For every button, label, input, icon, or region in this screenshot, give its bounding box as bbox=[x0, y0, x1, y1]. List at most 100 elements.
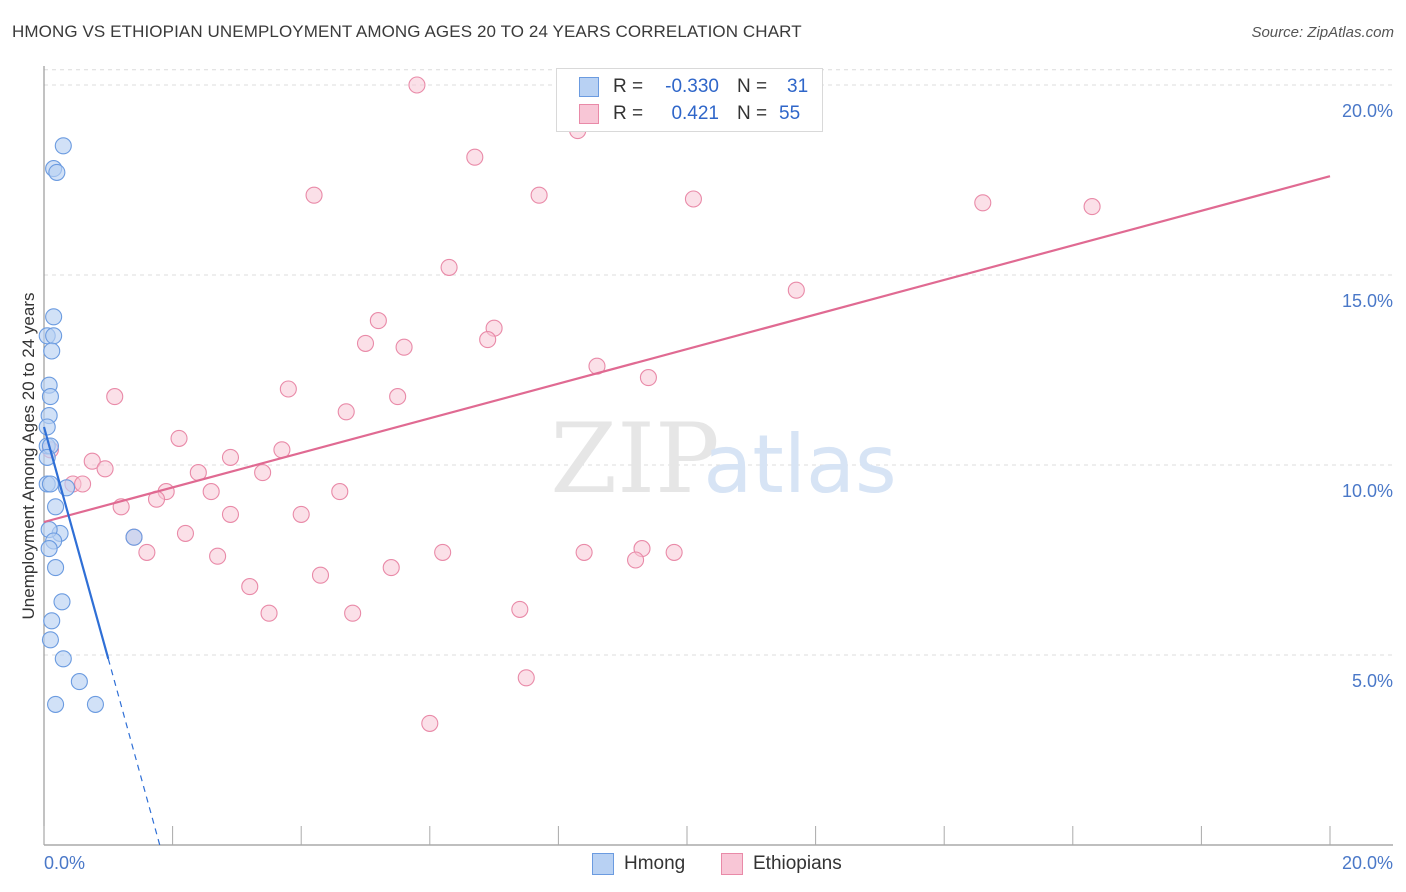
watermark-atlas: atlas bbox=[703, 418, 896, 511]
ethiopians-point bbox=[1083, 198, 1101, 216]
ethiopians-point bbox=[530, 186, 548, 204]
ethiopians-point bbox=[665, 543, 683, 561]
ethiopians-point bbox=[209, 547, 227, 565]
hmong-point bbox=[41, 631, 59, 649]
ethiopians-point bbox=[344, 604, 362, 622]
ethiopians-point bbox=[517, 669, 535, 687]
ethiopians-point bbox=[684, 190, 702, 208]
ethiopians-point bbox=[395, 338, 413, 356]
ethiopians-point bbox=[96, 460, 114, 478]
ethiopians-point bbox=[511, 600, 529, 618]
hmong-points bbox=[38, 137, 143, 713]
ethiopians-point bbox=[138, 543, 156, 561]
ethiopians-point bbox=[176, 524, 195, 542]
hmong-point bbox=[47, 559, 65, 577]
ethiopians-point bbox=[202, 483, 220, 501]
ethiopians-point bbox=[170, 429, 188, 447]
hmong-trend-extension bbox=[107, 658, 161, 846]
ethiopians-point bbox=[479, 331, 497, 349]
hmong-point bbox=[48, 163, 66, 181]
legend-r-value: -0.330 bbox=[665, 76, 719, 97]
hmong-trend-line bbox=[42, 426, 110, 660]
y-tick-label: 10.0% bbox=[1342, 481, 1393, 501]
ethiopians-point bbox=[241, 578, 259, 596]
grid-lines bbox=[44, 69, 1393, 656]
ethiopians-point bbox=[260, 604, 278, 622]
ethiopians-point bbox=[83, 452, 101, 470]
legend-n-value: 55 bbox=[779, 103, 801, 124]
ethiopians-swatch bbox=[579, 104, 599, 124]
x-tick-label-max: 20.0% bbox=[1342, 853, 1393, 873]
ethiopians-point bbox=[974, 194, 992, 212]
ethiopians-point bbox=[311, 566, 330, 584]
ethiopians-point bbox=[279, 380, 297, 398]
hmong-legend-label: Hmong bbox=[624, 853, 686, 874]
ethiopians-point bbox=[331, 483, 349, 501]
y-tick-label: 15.0% bbox=[1342, 291, 1393, 311]
hmong-point bbox=[47, 498, 65, 516]
ethiopians-point bbox=[254, 464, 272, 482]
chart-title: HMONG VS ETHIOPIAN UNEMPLOYMENT AMONG AG… bbox=[12, 22, 802, 41]
ethiopians-point bbox=[440, 258, 458, 276]
ethiopians-point bbox=[74, 475, 92, 493]
trend-lines bbox=[42, 175, 1331, 846]
y-axis-label: Unemployment Among Ages 20 to 24 years bbox=[19, 293, 38, 620]
legend-n-label: N = bbox=[737, 76, 768, 97]
hmong-point bbox=[43, 342, 61, 360]
ethiopians-point bbox=[627, 551, 645, 569]
hmong-point bbox=[70, 673, 88, 691]
watermark: ZIP atlas bbox=[550, 403, 896, 515]
ethiopians-point bbox=[408, 76, 426, 94]
legend-r-label: R = bbox=[613, 76, 644, 97]
hmong-point bbox=[41, 475, 59, 493]
legend-n-value: 31 bbox=[787, 76, 809, 97]
ethiopians-trend-line bbox=[43, 175, 1331, 524]
hmong-point bbox=[43, 612, 61, 630]
hmong-point bbox=[53, 593, 71, 611]
chart-source: Source: ZipAtlas.com bbox=[1251, 24, 1394, 41]
ethiopians-point bbox=[421, 714, 439, 732]
ethiopians-point bbox=[292, 505, 310, 523]
hmong-point bbox=[47, 695, 65, 713]
tick-labels: 0.0% 20.0% 5.0% 10.0% 15.0% 20.0% bbox=[44, 101, 1393, 873]
ethiopians-point bbox=[106, 388, 124, 406]
ethiopians-legend-label: Ethiopians bbox=[753, 853, 842, 874]
legend-r-label: R = bbox=[613, 103, 644, 124]
ethiopians-point bbox=[369, 312, 387, 330]
ethiopians-point bbox=[575, 543, 593, 561]
legend-n-label: N = bbox=[737, 103, 768, 124]
ethiopians-point bbox=[221, 448, 240, 466]
hmong-point bbox=[41, 388, 59, 406]
legend-row-hmong: R = -0.330 N = 31 bbox=[579, 74, 808, 100]
hmong-point bbox=[45, 327, 63, 345]
ethiopians-point bbox=[787, 281, 805, 299]
hmong-point bbox=[40, 540, 58, 558]
ethiopians-point bbox=[305, 186, 323, 204]
ethiopians-point bbox=[221, 505, 240, 523]
ethiopians-point bbox=[337, 403, 355, 421]
ethiopians-point bbox=[382, 559, 400, 577]
y-tick-label: 5.0% bbox=[1352, 671, 1393, 691]
stats-legend: R = -0.330 N = 31 R = 0.421 N = 55 bbox=[556, 68, 823, 132]
bottom-legend-hmong: Hmong bbox=[592, 851, 685, 877]
hmong-point bbox=[38, 418, 56, 436]
hmong-point bbox=[86, 695, 104, 713]
bottom-legend-ethiopians: Ethiopians bbox=[721, 851, 842, 877]
legend-row-ethiopians: R = 0.421 N = 55 bbox=[579, 101, 800, 127]
hmong-legend-swatch bbox=[592, 853, 614, 875]
hmong-point bbox=[125, 528, 143, 546]
y-tick-label: 20.0% bbox=[1342, 101, 1393, 121]
ethiopians-point bbox=[639, 369, 657, 387]
ethiopians-legend-swatch bbox=[721, 853, 743, 875]
legend-r-value: 0.421 bbox=[671, 103, 719, 124]
hmong-swatch bbox=[579, 77, 599, 97]
watermark-zip: ZIP bbox=[550, 403, 719, 515]
ethiopians-point bbox=[434, 543, 452, 561]
hmong-point bbox=[54, 650, 72, 668]
ethiopians-point bbox=[389, 388, 407, 406]
ethiopians-point bbox=[466, 148, 484, 166]
hmong-point bbox=[45, 308, 63, 326]
hmong-point bbox=[54, 137, 72, 155]
